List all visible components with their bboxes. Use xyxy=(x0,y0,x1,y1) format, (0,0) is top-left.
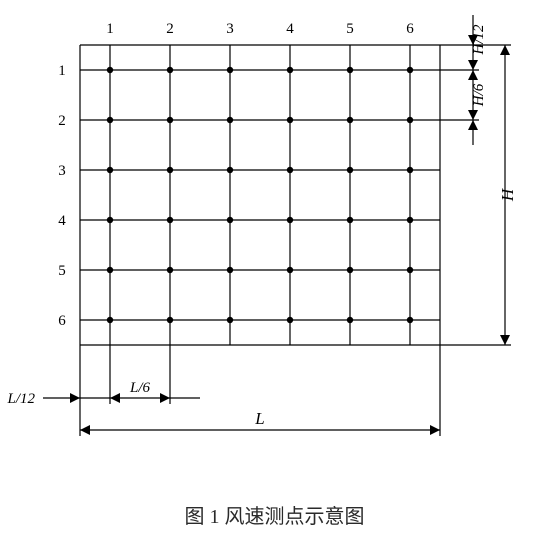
diagram-svg: 1 2 3 4 5 6 1 2 3 4 5 6 L L/12 L/6 H H/12 H/6 xyxy=(0,0,549,470)
svg-text:H/6: H/6 xyxy=(471,83,487,107)
svg-text:H/12: H/12 xyxy=(471,24,487,56)
svg-text:3: 3 xyxy=(58,163,66,179)
svg-text:5: 5 xyxy=(58,263,66,279)
svg-text:5: 5 xyxy=(346,21,354,37)
figure-caption: 图 1 风速测点示意图 xyxy=(0,500,549,529)
svg-text:6: 6 xyxy=(406,21,414,37)
svg-text:L/6: L/6 xyxy=(129,380,151,396)
svg-text:4: 4 xyxy=(286,21,294,37)
svg-text:2: 2 xyxy=(58,113,66,129)
svg-text:L/12: L/12 xyxy=(6,391,35,407)
svg-text:H: H xyxy=(498,187,517,202)
svg-text:2: 2 xyxy=(166,21,174,37)
svg-text:6: 6 xyxy=(58,313,66,329)
svg-text:4: 4 xyxy=(58,213,66,229)
svg-text:L: L xyxy=(254,409,264,428)
svg-text:1: 1 xyxy=(106,21,114,37)
svg-text:3: 3 xyxy=(226,21,234,37)
figure-container: 1 2 3 4 5 6 1 2 3 4 5 6 L L/12 L/6 H H/12 H/6 图 1 风速测点示意图 xyxy=(0,0,549,538)
svg-text:1: 1 xyxy=(58,63,66,79)
